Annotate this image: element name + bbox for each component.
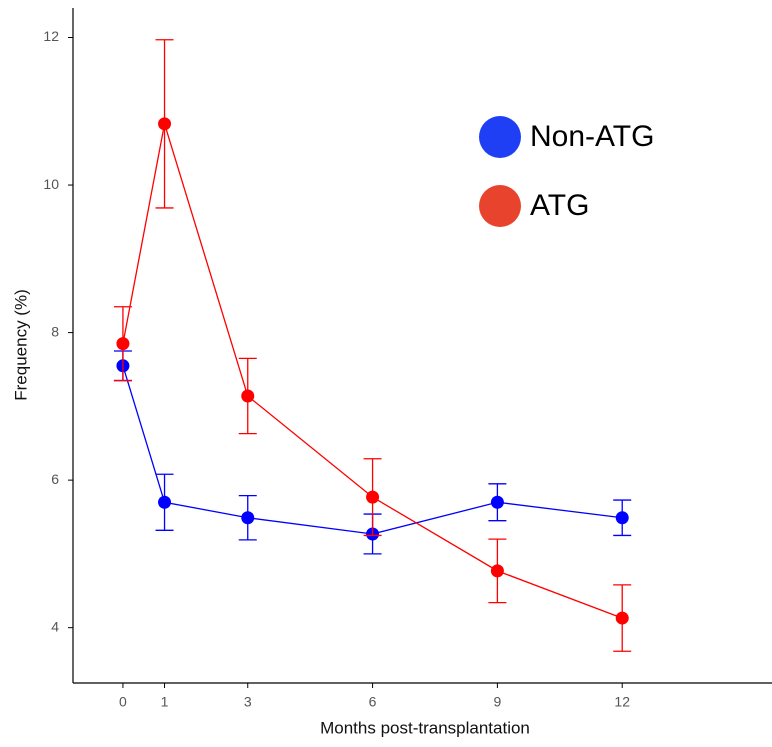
point [615,511,629,525]
legend-label: ATG [530,189,589,222]
y-axis-title: Frequency (%) [11,289,30,400]
x-tick-label: 9 [493,694,501,710]
legend-marker [479,185,521,227]
point [116,337,130,351]
x-tick-label: 12 [614,694,630,710]
y-tick-label: 4 [51,618,59,634]
x-tick-label: 6 [369,694,377,710]
y-tick-label: 6 [51,471,59,487]
legend-label: Non-ATG [530,120,654,153]
series-line [122,123,623,619]
y-tick-label: 8 [51,323,59,339]
point [158,117,172,131]
x-tick-label: 1 [161,694,169,710]
point [241,389,255,403]
point [490,495,504,509]
x-tick-label: 3 [244,694,252,710]
point [366,490,380,504]
y-tick-label: 12 [43,28,59,44]
y-tick-label: 10 [43,176,59,192]
point [241,511,255,525]
point [490,564,504,578]
x-axis-title: Months post-transplantation [320,718,530,737]
point [158,495,172,509]
series-line [122,365,623,535]
point [615,611,629,625]
legend-marker [479,116,521,158]
x-tick-label: 0 [119,694,127,710]
